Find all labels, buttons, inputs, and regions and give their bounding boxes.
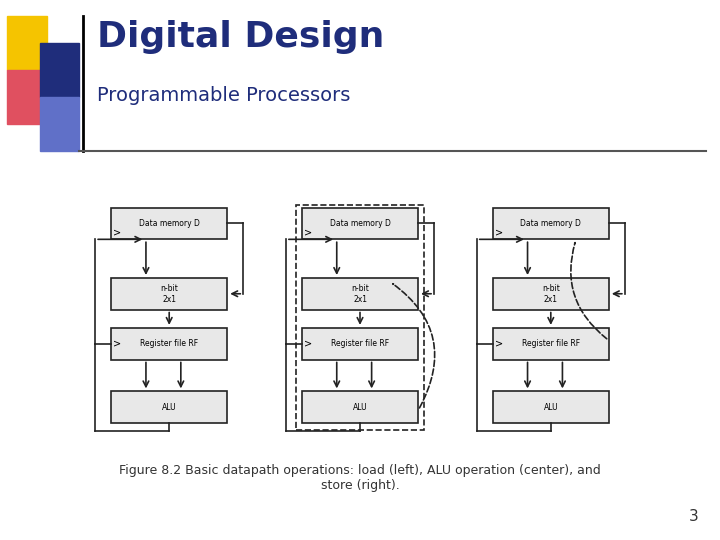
FancyBboxPatch shape	[302, 328, 418, 360]
FancyBboxPatch shape	[111, 392, 228, 423]
FancyBboxPatch shape	[492, 207, 609, 239]
FancyBboxPatch shape	[111, 207, 228, 239]
Text: Data memory D: Data memory D	[330, 219, 390, 228]
FancyBboxPatch shape	[302, 278, 418, 309]
Text: >: >	[304, 339, 312, 349]
Text: >: >	[113, 227, 122, 237]
Text: Figure 8.2 Basic datapath operations: load (left), ALU operation (center), and
s: Figure 8.2 Basic datapath operations: lo…	[119, 464, 601, 492]
Text: Data memory D: Data memory D	[521, 219, 581, 228]
Text: Register file RF: Register file RF	[522, 339, 580, 348]
FancyBboxPatch shape	[492, 392, 609, 423]
Text: Register file RF: Register file RF	[140, 339, 198, 348]
Bar	[7, 16, 47, 70]
FancyArrowPatch shape	[393, 284, 435, 408]
FancyBboxPatch shape	[111, 278, 228, 309]
Text: ALU: ALU	[544, 403, 558, 411]
FancyBboxPatch shape	[492, 328, 609, 360]
Text: >: >	[113, 339, 122, 349]
Text: Register file RF: Register file RF	[331, 339, 389, 348]
Text: Data memory D: Data memory D	[139, 219, 199, 228]
Text: Programmable Processors: Programmable Processors	[97, 86, 351, 105]
Text: 2x1: 2x1	[353, 295, 367, 304]
Text: 2x1: 2x1	[162, 295, 176, 304]
Text: >: >	[495, 227, 503, 237]
Text: 2x1: 2x1	[544, 295, 558, 304]
FancyBboxPatch shape	[492, 278, 609, 309]
FancyBboxPatch shape	[302, 392, 418, 423]
Bar	[40, 43, 79, 97]
FancyBboxPatch shape	[302, 207, 418, 239]
Text: n-bit: n-bit	[542, 285, 559, 294]
Text: >: >	[304, 227, 312, 237]
FancyBboxPatch shape	[111, 328, 228, 360]
Text: ALU: ALU	[162, 403, 176, 411]
FancyArrowPatch shape	[571, 242, 607, 339]
Bar	[40, 97, 79, 151]
Bar	[7, 70, 47, 124]
Text: >: >	[495, 339, 503, 349]
Text: Digital Design: Digital Design	[97, 20, 384, 54]
Text: ALU: ALU	[353, 403, 367, 411]
Text: n-bit: n-bit	[161, 285, 178, 294]
Text: 3: 3	[688, 509, 698, 524]
Text: n-bit: n-bit	[351, 285, 369, 294]
